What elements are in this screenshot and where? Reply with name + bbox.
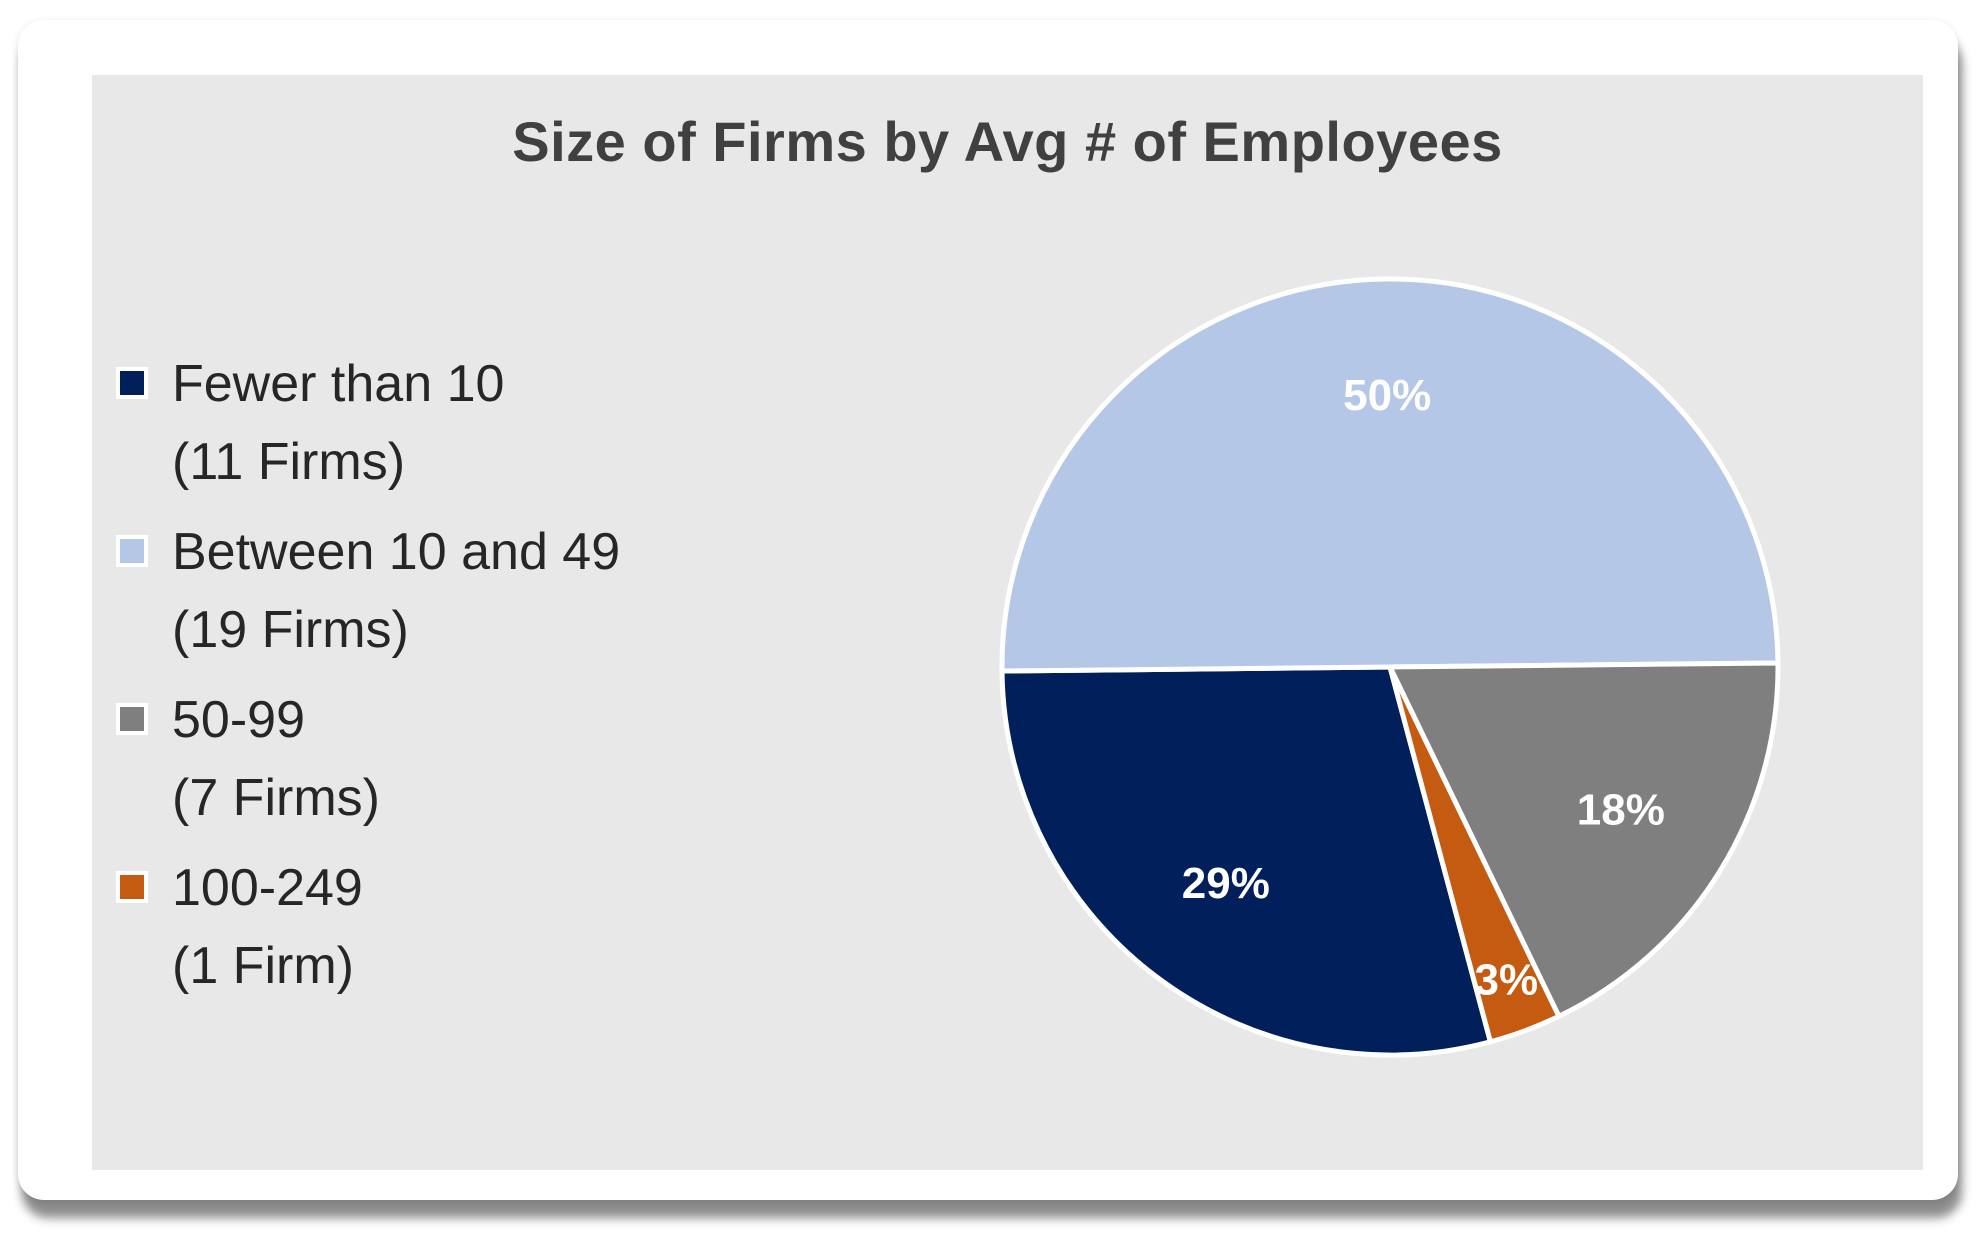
chart-area: Size of Firms by Avg # of Employees Fewe… <box>92 75 1923 1170</box>
legend-item-between-10-and-49: Between 10 and 49 (19 Firms) <box>116 513 620 669</box>
legend-firm-count: (7 Firms) <box>172 769 380 827</box>
pie-chart: 29% 50% 18% 3% <box>999 276 1781 1058</box>
legend-swatch <box>116 871 148 903</box>
legend-label: 100-249 <box>172 859 363 917</box>
legend-item-fewer-than-10: Fewer than 10 (11 Firms) <box>116 345 620 501</box>
legend-swatch <box>116 367 148 399</box>
pie-slice <box>1387 660 1781 1019</box>
legend-label: 50-99 <box>172 691 305 749</box>
chart-legend: Fewer than 10 (11 Firms) Between 10 and … <box>116 345 620 1017</box>
pie-slice <box>999 276 1781 674</box>
legend-swatch <box>116 535 148 567</box>
pie-slice <box>1387 664 1562 1045</box>
pie-data-label: 18% <box>1577 786 1665 835</box>
pie-slice <box>999 664 1493 1058</box>
legend-firm-count: (11 Firms) <box>172 433 406 491</box>
legend-item-50-99: 50-99 (7 Firms) <box>116 681 620 837</box>
chart-card: Size of Firms by Avg # of Employees Fewe… <box>18 20 1958 1200</box>
legend-item-100-249: 100-249 (1 Firm) <box>116 849 620 1005</box>
pie-data-label: 50% <box>1343 371 1431 420</box>
pie-data-label: 3% <box>1475 955 1539 1004</box>
legend-label: Between 10 and 49 <box>172 523 621 581</box>
legend-label: Fewer than 10 <box>172 355 505 413</box>
legend-swatch <box>116 703 148 735</box>
pie-data-label: 29% <box>1182 859 1270 908</box>
chart-title: Size of Firms by Avg # of Employees <box>512 110 1503 173</box>
legend-firm-count: (19 Firms) <box>172 601 409 659</box>
legend-firm-count: (1 Firm) <box>172 937 354 995</box>
